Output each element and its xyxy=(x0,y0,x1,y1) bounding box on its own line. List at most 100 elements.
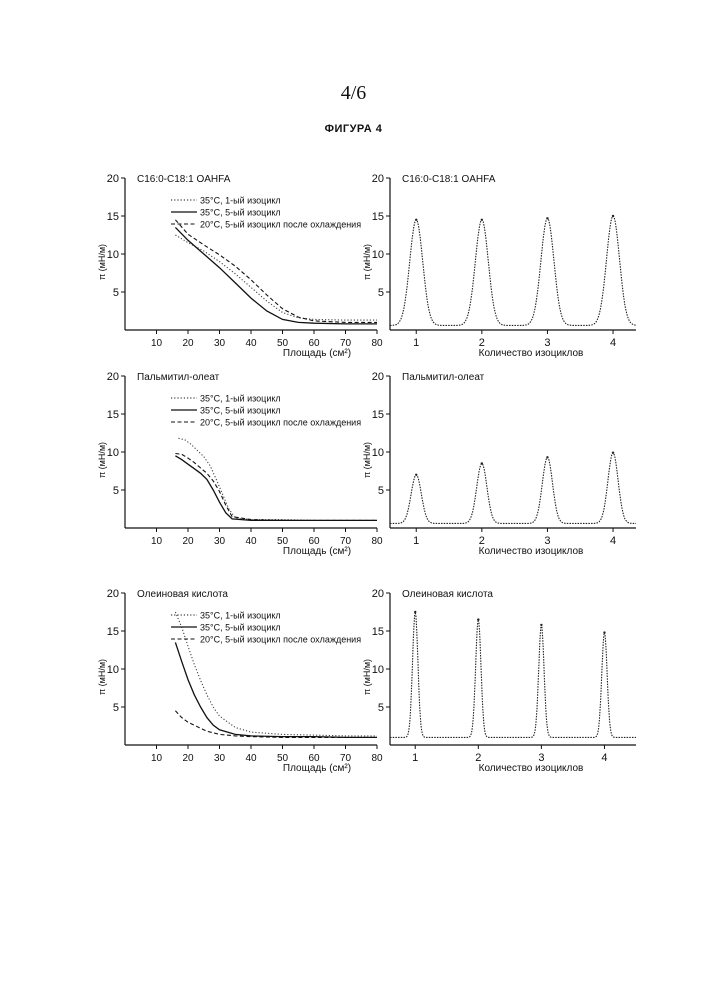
x-tick-label: 30 xyxy=(214,338,226,349)
y-tick-label: 15 xyxy=(372,409,384,421)
chart-palmityl-cycles: 5 10 15 20 1 2 3 4 π (мН/м) Количество изоциклов П… xyxy=(362,371,636,557)
y-tick-label: 5 xyxy=(113,485,119,497)
x-tick-label: 50 xyxy=(277,338,289,349)
cycle-series-line xyxy=(390,452,636,524)
chart-panel-oahfa-isotherm: 5 10 15 20 10 20 30 40 50 60 70 80 π (мН/м) Площадь (… xyxy=(95,160,395,365)
peak-point-2 xyxy=(480,462,484,465)
chart-panel-palmityl-cycles: 5 10 15 20 1 2 3 4 π (мН/м) Количество изоциклов П… xyxy=(360,358,650,563)
chart-title: Пальмитил-олеат xyxy=(402,372,485,383)
x-tick-label: 1 xyxy=(413,337,419,349)
x-tick-label: 80 xyxy=(371,338,383,349)
series-line-2 xyxy=(174,226,377,325)
peak-point-1 xyxy=(415,218,418,221)
x-tick-label: 10 xyxy=(151,338,163,349)
chart-palmityl-isotherm: 5 10 15 20 10 20 30 40 50 60 70 80 π (мН/м) Площадь (… xyxy=(97,371,383,557)
y-tick-label: 10 xyxy=(372,664,384,676)
chart-title: Олеиновая кислота xyxy=(137,589,228,600)
legend-label-2: 35°C, 5-ый изоцикл xyxy=(200,208,281,218)
chart-oleic-cycles: 5 10 15 20 1 2 3 4 π (мН/м) Количество изоциклов О… xyxy=(362,588,636,774)
x-tick-label: 1 xyxy=(412,752,418,764)
peak-point-1 xyxy=(414,610,417,614)
chart-title: C16:0-C18:1 OAHFA xyxy=(137,174,231,185)
chart-title: Олеиновая кислота xyxy=(402,589,493,600)
chart-panel-oahfa-cycles: 5 10 15 20 1 2 3 4 π (мН/м) Количество изоциклов C… xyxy=(360,160,650,365)
y-tick-label: 10 xyxy=(107,447,119,459)
y-tick-label: 5 xyxy=(378,485,384,497)
figure-title: ФИГУРА 4 xyxy=(324,123,383,135)
y-tick-label: 20 xyxy=(372,588,384,600)
series-line-2 xyxy=(174,642,377,739)
legend-label-2: 35°C, 5-ый изоцикл xyxy=(200,623,281,633)
y-tick-label: 5 xyxy=(378,702,384,714)
series-line-3 xyxy=(174,710,377,738)
y-tick-label: 15 xyxy=(107,409,119,421)
x-tick-label: 1 xyxy=(413,535,419,547)
y-tick-label: 20 xyxy=(107,371,119,383)
x-tick-label: 4 xyxy=(610,535,616,547)
x-tick-label: 70 xyxy=(340,753,352,764)
x-tick-label: 50 xyxy=(277,536,289,547)
series-line-2 xyxy=(175,455,377,522)
x-tick-label: 10 xyxy=(151,753,163,764)
x-tick-label: 10 xyxy=(151,536,163,547)
peak-point-1 xyxy=(415,473,418,476)
y-tick-label: 5 xyxy=(378,287,384,299)
legend-label-1: 35°C, 1-ый изоцикл xyxy=(200,611,281,621)
y-tick-label: 5 xyxy=(113,287,119,299)
x-tick-label: 40 xyxy=(245,338,257,349)
series-line-3 xyxy=(175,452,377,521)
chart-oleic-isotherm: 5 10 15 20 10 20 30 40 50 60 70 80 π (мН/м) Площадь (… xyxy=(97,588,383,774)
x-axis-label: Количество изоциклов xyxy=(479,348,584,359)
y-axis-label: π (мН/м) xyxy=(362,442,372,478)
x-tick-label: 4 xyxy=(610,337,616,349)
x-tick-label: 20 xyxy=(182,753,194,764)
x-tick-label: 60 xyxy=(308,753,320,764)
y-tick-label: 10 xyxy=(107,664,119,676)
x-tick-label: 80 xyxy=(371,536,383,547)
y-tick-label: 15 xyxy=(372,211,384,223)
y-tick-label: 20 xyxy=(372,371,384,383)
x-axis-label: Площадь (см²) xyxy=(283,546,351,557)
legend-label-3: 20°C, 5-ый изоцикл после охлаждения xyxy=(200,635,361,645)
x-axis-label: Площадь (см²) xyxy=(283,763,351,774)
x-axis-label: Площадь (см²) xyxy=(283,348,351,359)
x-tick-label: 30 xyxy=(214,753,226,764)
chart-oahfa-isotherm: 5 10 15 20 10 20 30 40 50 60 70 80 π (мН/м) Площадь (… xyxy=(97,173,383,359)
y-tick-label: 15 xyxy=(107,211,119,223)
legend-label-1: 35°C, 1-ый изоцикл xyxy=(200,196,281,206)
chart-panel-oleic-cycles: 5 10 15 20 1 2 3 4 π (мН/м) Количество изоциклов О… xyxy=(360,575,650,780)
legend-label-3: 20°C, 5-ый изоцикл после охлаждения xyxy=(200,418,361,428)
y-tick-label: 5 xyxy=(113,702,119,714)
peak-point-4 xyxy=(611,451,615,454)
x-tick-label: 60 xyxy=(308,536,320,547)
y-axis-label: π (мН/м) xyxy=(97,244,107,280)
x-tick-label: 80 xyxy=(371,753,383,764)
x-tick-label: 20 xyxy=(182,536,194,547)
peak-point-3 xyxy=(540,623,543,627)
chart-oahfa-cycles: 5 10 15 20 1 2 3 4 π (мН/м) Количество изоциклов C… xyxy=(362,173,637,359)
y-axis-label: π (мН/м) xyxy=(362,659,372,695)
cycle-series-line xyxy=(390,215,637,326)
x-tick-label: 40 xyxy=(245,753,257,764)
x-tick-label: 3 xyxy=(538,752,544,764)
chart-title: C16:0-C18:1 OAHFA xyxy=(402,174,496,185)
y-tick-label: 20 xyxy=(107,588,119,600)
y-tick-label: 15 xyxy=(107,626,119,638)
x-tick-label: 40 xyxy=(245,536,257,547)
x-axis-label: Количество изоциклов xyxy=(479,546,584,557)
legend-label-3: 20°C, 5-ый изоцикл после охлаждения xyxy=(200,220,361,230)
chart-panel-oleic-isotherm: 5 10 15 20 10 20 30 40 50 60 70 80 π (мН/м) Площадь (… xyxy=(95,575,395,780)
series-line-1 xyxy=(175,234,377,321)
y-tick-label: 15 xyxy=(372,626,384,638)
peak-point-2 xyxy=(477,618,480,621)
y-tick-label: 10 xyxy=(372,249,384,261)
x-tick-label: 3 xyxy=(544,337,550,349)
peak-point-4 xyxy=(611,214,615,218)
page-number: 4/6 xyxy=(340,82,367,104)
x-tick-label: 2 xyxy=(479,337,485,349)
x-tick-label: 30 xyxy=(214,536,226,547)
series-line-3 xyxy=(174,219,377,323)
y-tick-label: 10 xyxy=(107,249,119,261)
peak-point-3 xyxy=(546,456,549,459)
y-axis-label: π (мН/м) xyxy=(97,659,107,695)
